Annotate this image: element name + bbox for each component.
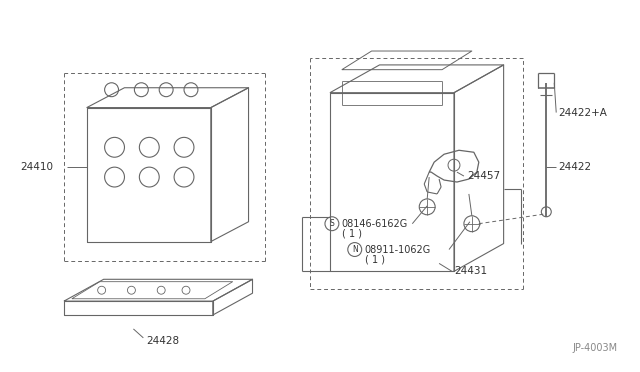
Text: 08911-1062G: 08911-1062G — [365, 244, 431, 254]
Text: 24410: 24410 — [20, 162, 53, 172]
Text: 24428: 24428 — [147, 336, 179, 346]
Text: ( 1 ): ( 1 ) — [365, 254, 385, 264]
Text: N: N — [352, 245, 358, 254]
Text: 24431: 24431 — [454, 266, 487, 276]
Text: 24422: 24422 — [558, 162, 591, 172]
Text: ( 1 ): ( 1 ) — [342, 229, 362, 239]
Text: 08146-6162G: 08146-6162G — [342, 219, 408, 229]
Text: JP-4003M: JP-4003M — [573, 343, 618, 353]
Text: 24457: 24457 — [467, 171, 500, 181]
Text: S: S — [330, 219, 334, 228]
Text: 24422+A: 24422+A — [558, 108, 607, 118]
